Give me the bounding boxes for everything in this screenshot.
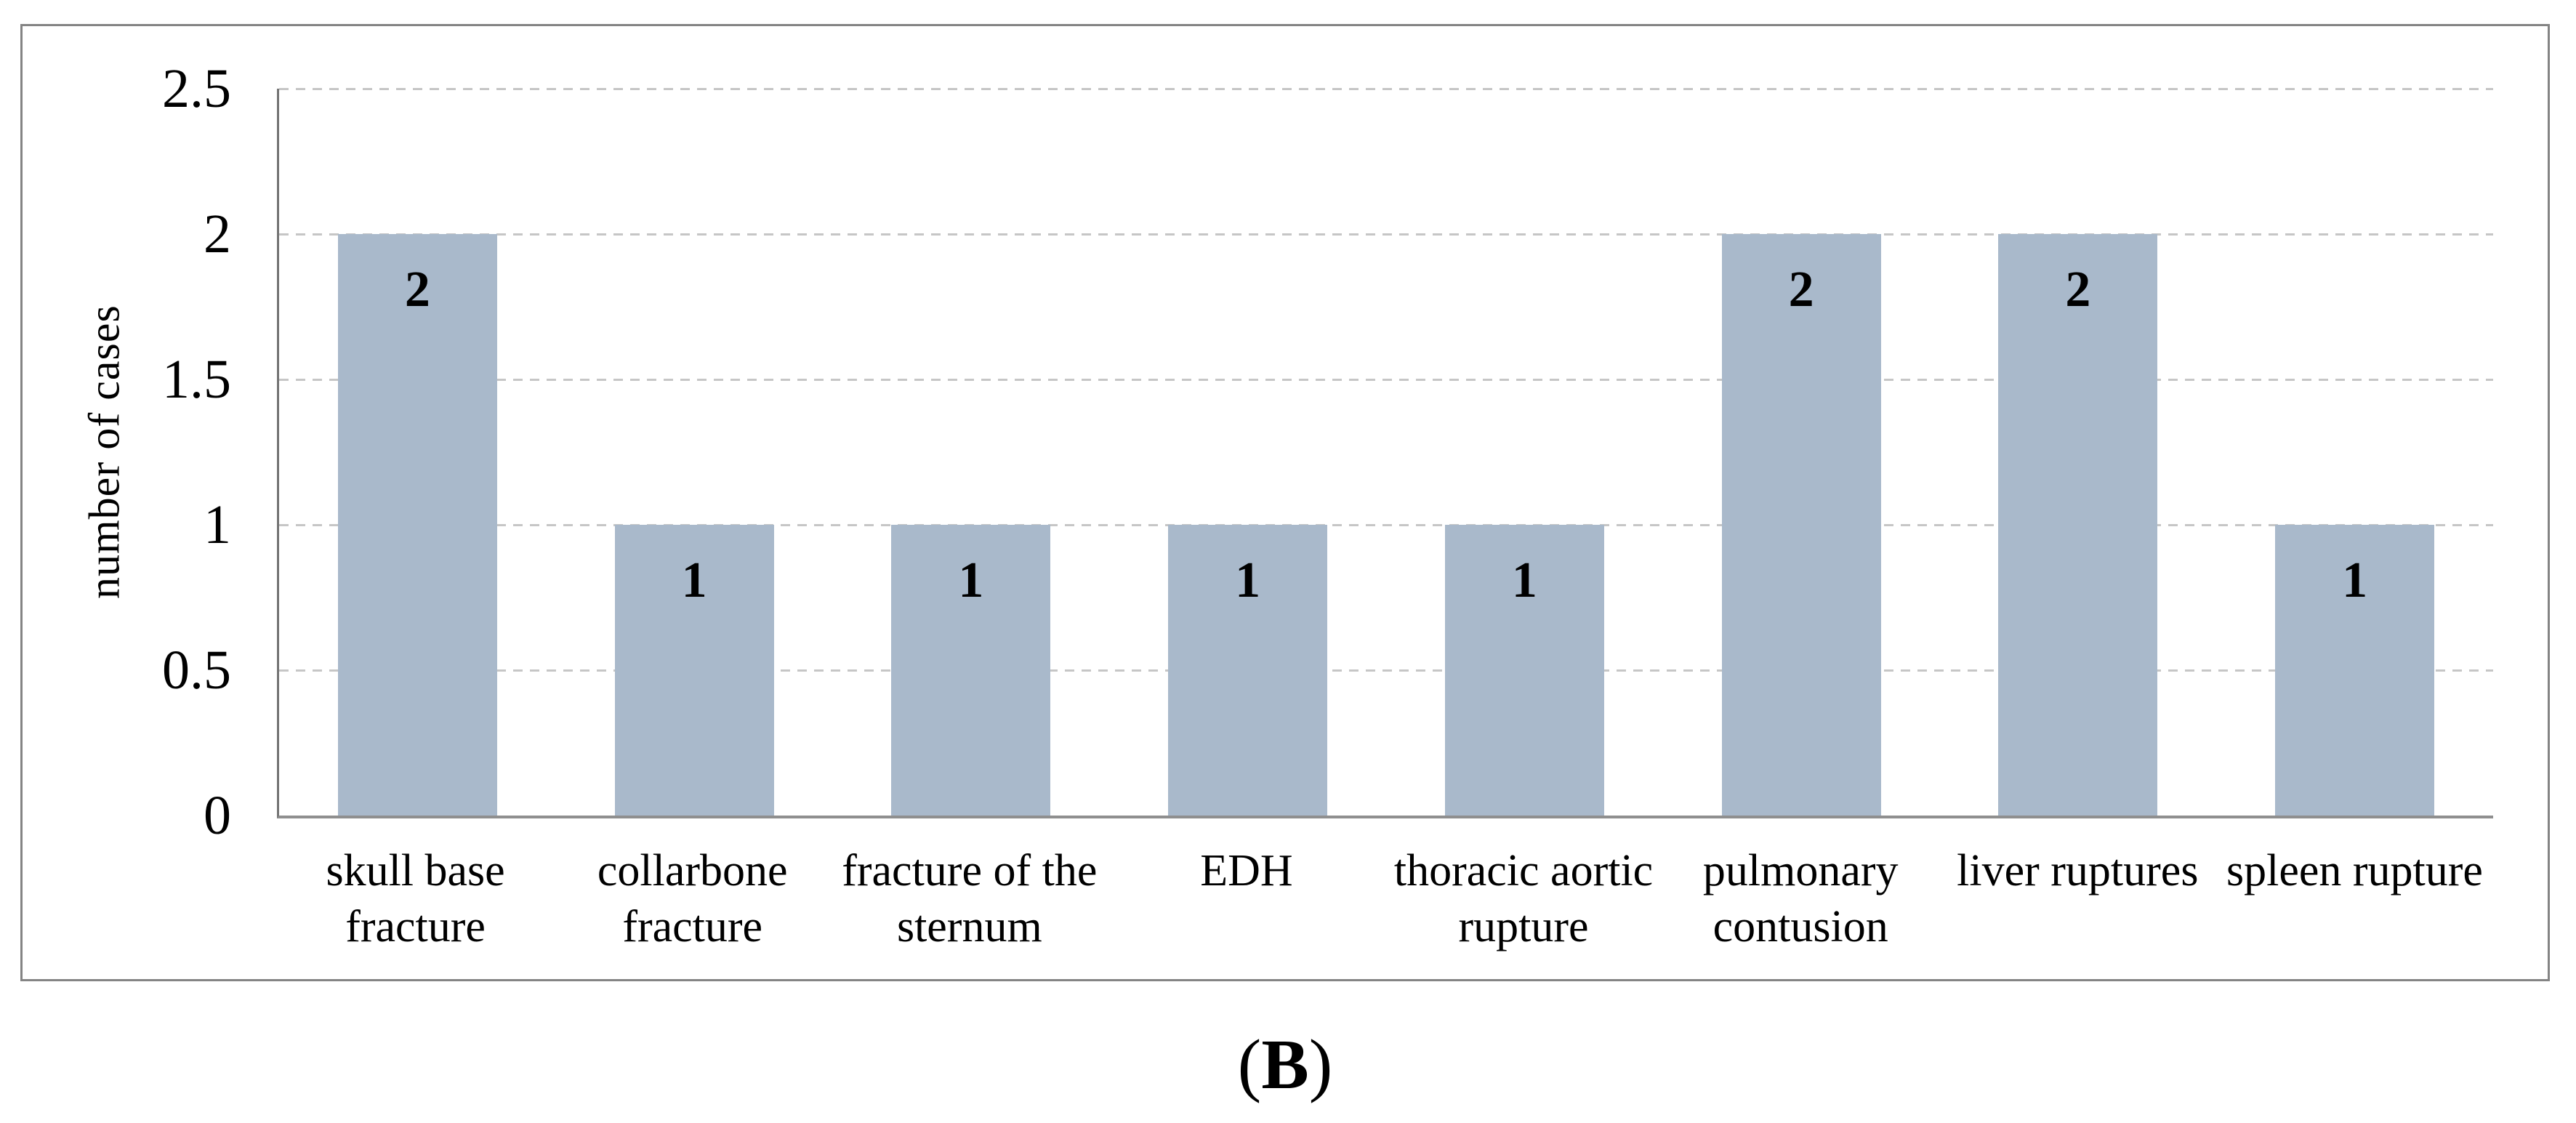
panel-label-close-paren: )	[1308, 1026, 1333, 1104]
x-axis-category-label-liver-ruptures: liver ruptures	[1939, 843, 2216, 955]
bar-slot-edh: 1	[1109, 89, 1386, 816]
x-axis-category-label-fracture-of-the-sternum: fracture of the sternum	[831, 843, 1108, 955]
y-axis-tick-label-0.5: 0.5	[162, 640, 231, 701]
x-axis-category-label-line: collarbone	[597, 846, 788, 895]
x-axis-category-label-line: fracture	[622, 902, 763, 951]
x-axis-category-label-skull-base-fracture: skull base fracture	[277, 843, 554, 955]
figure-frame: number of cases 2 1 1 1 1 2 2 1 skull base fract…	[20, 24, 2550, 981]
bar-value-label: 2	[1788, 262, 1814, 318]
bar-slot-spleen-rupture: 1	[2216, 89, 2493, 816]
x-axis-category-label-line: skull base	[326, 846, 505, 895]
x-axis-category-label-line: pulmonary	[1702, 846, 1899, 895]
plot-area: 2 1 1 1 1 2 2 1 skull base fracture collarbone fra…	[162, 61, 2493, 951]
x-axis-category-label-line: sternum	[896, 902, 1042, 951]
bars-row: 2 1 1 1 1 2 2 1	[279, 89, 2493, 816]
bar-thoracic-aortic-rupture: 1	[1444, 525, 1604, 816]
x-axis-category-label-line: EDH	[1200, 846, 1293, 895]
x-axis-category-label-pulmonary-contusion: pulmonary contusion	[1662, 843, 1939, 955]
y-axis-tick-label-0: 0	[204, 785, 231, 846]
x-axis-category-label-line: spleen rupture	[2226, 846, 2483, 895]
bar-edh: 1	[1168, 525, 1328, 816]
bar-value-label: 2	[2065, 262, 2091, 318]
x-axis-category-label-line: liver ruptures	[1957, 846, 2199, 895]
bar-slot-fracture-of-the-sternum: 1	[833, 89, 1110, 816]
x-axis-category-label-edh: EDH	[1108, 843, 1385, 955]
gridline-y-0.5	[279, 669, 2493, 672]
bar-skull-base-fracture: 2	[337, 234, 497, 816]
y-axis-tick-label-2.5: 2.5	[162, 58, 231, 119]
bar-value-label: 1	[958, 552, 984, 608]
y-axis-title: number of cases	[80, 305, 129, 600]
bar-slot-collarbone-fracture: 1	[556, 89, 833, 816]
x-axis-labels: skull base fracture collarbone fracture frac…	[277, 843, 2493, 955]
x-axis-category-label-line: fracture	[345, 902, 486, 951]
bar-liver-ruptures: 2	[1998, 234, 2158, 816]
gridline-y-1	[279, 524, 2493, 526]
x-axis-category-label-line: thoracic aortic	[1393, 846, 1654, 895]
bar-value-label: 2	[404, 262, 430, 318]
gridline-y-2.5	[279, 88, 2493, 90]
x-axis-category-label-line: fracture of the	[842, 846, 1098, 895]
y-axis-tick-label-2: 2	[204, 204, 231, 265]
bar-spleen-rupture: 1	[2275, 525, 2435, 816]
panel-label-letter: B	[1261, 1026, 1309, 1104]
bar-slot-thoracic-aortic-rupture: 1	[1386, 89, 1663, 816]
bar-collarbone-fracture: 1	[614, 525, 774, 816]
bar-slot-skull-base-fracture: 2	[279, 89, 556, 816]
gridline-y-1.5	[279, 379, 2493, 381]
gridline-y-2	[279, 233, 2493, 236]
panel-label-open-paren: (	[1237, 1026, 1262, 1104]
y-axis-tick-label-1: 1	[204, 494, 231, 555]
bar-slot-liver-ruptures: 2	[1940, 89, 2217, 816]
bar-slot-pulmonary-contusion: 2	[1663, 89, 1940, 816]
bar-value-label: 1	[2342, 552, 2368, 608]
x-axis-category-label-line: rupture	[1458, 902, 1589, 951]
figure-panel-label: (B)	[20, 1026, 2550, 1105]
x-axis-category-label-spleen-rupture: spleen rupture	[2216, 843, 2493, 955]
y-axis-tick-label-1.5: 1.5	[162, 349, 231, 410]
bar-value-label: 1	[1511, 552, 1537, 608]
bar-fracture-of-the-sternum: 1	[891, 525, 1051, 816]
x-axis-category-label-thoracic-aortic-rupture: thoracic aortic rupture	[1385, 843, 1662, 955]
x-axis-category-label-collarbone-fracture: collarbone fracture	[554, 843, 831, 955]
bar-pulmonary-contusion: 2	[1721, 234, 1881, 816]
bar-value-label: 1	[681, 552, 707, 608]
x-axis-category-label-line: contusion	[1712, 902, 1888, 951]
bar-value-label: 1	[1235, 552, 1261, 608]
